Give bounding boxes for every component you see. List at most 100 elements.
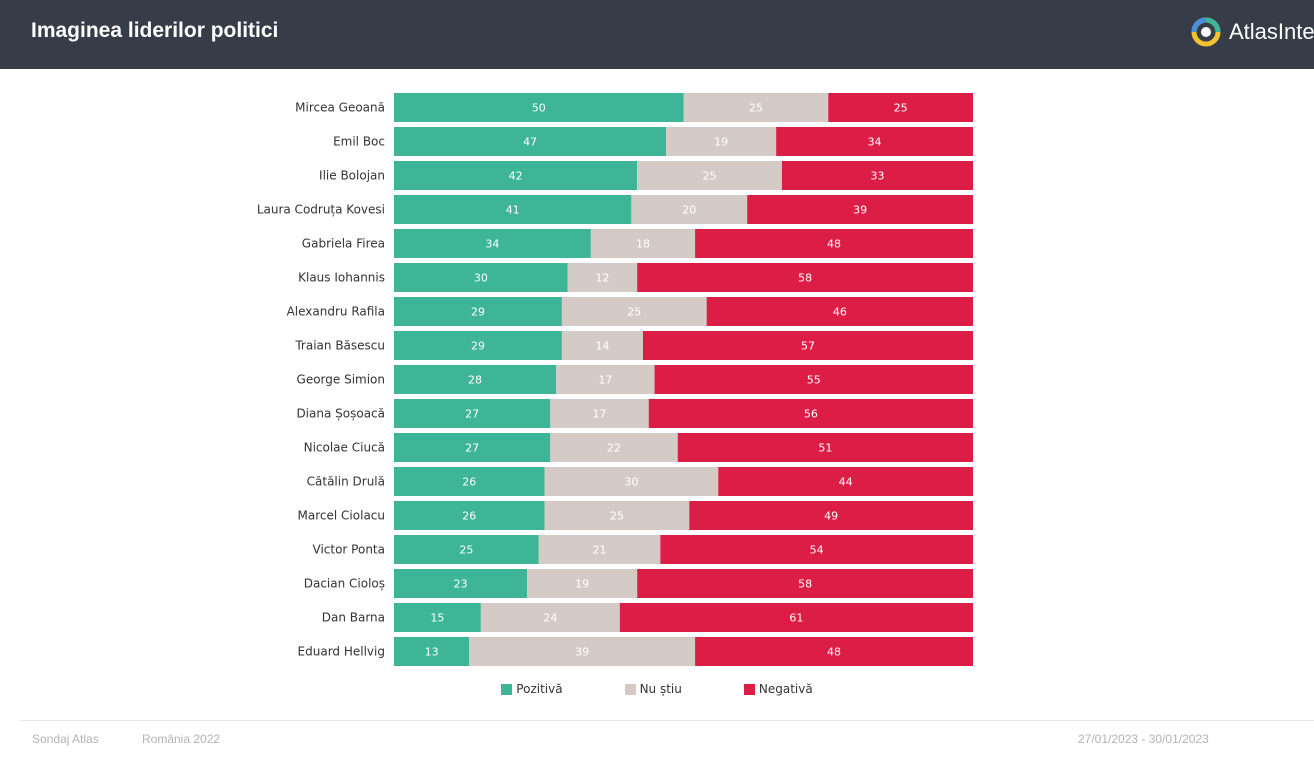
data-label-neutral: 25 [610, 510, 624, 523]
brand-name: AtlasInte [1229, 19, 1314, 44]
data-label-positive: 23 [454, 578, 468, 591]
data-label-positive: 15 [430, 612, 444, 625]
data-label-negative: 39 [853, 204, 867, 217]
data-label-positive: 41 [506, 204, 520, 217]
bar-neutral [469, 637, 696, 666]
atlas-logo-icon [1191, 17, 1221, 47]
bar-negative [648, 399, 973, 428]
stacked-bar-chart: Mircea Geoană 50 25 25 Emil Boc 47 19 34 Ilie Bo… [257, 93, 973, 666]
data-label-negative: 48 [827, 646, 841, 659]
footer-source: Sondaj Atlas [32, 732, 99, 746]
bar-positive [394, 229, 591, 258]
data-label-neutral: 30 [624, 476, 638, 489]
data-label-positive: 42 [509, 170, 523, 183]
data-label-negative: 55 [807, 374, 821, 387]
data-label-positive: 47 [523, 136, 537, 149]
data-label-neutral: 21 [593, 544, 607, 557]
category-label: Dacian Cioloș [304, 577, 385, 591]
category-label: Gabriela Firea [302, 237, 385, 251]
data-label-neutral: 19 [714, 136, 728, 149]
bar-positive [394, 501, 545, 530]
data-label-negative: 54 [810, 544, 824, 557]
data-label-positive: 50 [532, 102, 546, 115]
category-label: Nicolae Ciucă [304, 441, 385, 455]
bar-neutral [683, 93, 829, 122]
bar-neutral [544, 467, 719, 496]
bar-negative [689, 501, 973, 530]
legend-label-negative: Negativă [758, 682, 813, 696]
category-label: Marcel Ciolacu [298, 509, 385, 523]
data-label-positive: 29 [471, 340, 485, 353]
footer-region: România 2022 [142, 732, 221, 746]
category-label: Alexandru Rafila [287, 305, 385, 319]
bar-neutral [631, 195, 748, 224]
bar-positive [394, 467, 545, 496]
bar-positive [394, 433, 551, 462]
bar-neutral [544, 501, 690, 530]
category-label: Cătălin Drulă [307, 475, 385, 489]
data-label-negative: 61 [789, 612, 803, 625]
bar-neutral [567, 263, 638, 292]
data-label-neutral: 14 [595, 340, 609, 353]
data-label-positive: 29 [471, 306, 485, 319]
bar-positive [394, 127, 667, 156]
bar-positive [394, 637, 470, 666]
chart-legend: Pozitivă Nu știu Negativă [0, 682, 1314, 696]
data-label-negative: 58 [798, 272, 812, 285]
legend-item-positive: Pozitivă [501, 682, 563, 696]
data-label-negative: 58 [798, 578, 812, 591]
legend-label-positive: Pozitivă [516, 682, 563, 696]
data-label-neutral: 25 [703, 170, 717, 183]
category-label: Victor Ponta [313, 543, 386, 557]
data-label-positive: 27 [465, 442, 479, 455]
data-label-positive: 28 [468, 374, 482, 387]
data-label-neutral: 17 [598, 374, 612, 387]
bar-negative [654, 365, 973, 394]
data-label-neutral: 19 [575, 578, 589, 591]
bar-negative [828, 93, 973, 122]
data-label-neutral: 25 [627, 306, 641, 319]
data-label-neutral: 12 [595, 272, 609, 285]
bar-neutral [550, 399, 649, 428]
bar-negative [637, 569, 973, 598]
data-label-negative: 57 [801, 340, 815, 353]
data-label-positive: 26 [462, 510, 476, 523]
bar-positive [394, 603, 481, 632]
bar-negative [660, 535, 973, 564]
bar-neutral [538, 535, 661, 564]
bar-positive [394, 569, 528, 598]
bar-negative [619, 603, 973, 632]
bar-neutral [666, 127, 777, 156]
data-label-neutral: 25 [749, 102, 763, 115]
data-label-positive: 27 [465, 408, 479, 421]
bar-positive [394, 331, 562, 360]
bar-negative [695, 637, 973, 666]
bar-positive [394, 161, 638, 190]
data-label-negative: 25 [894, 102, 908, 115]
data-label-neutral: 20 [682, 204, 696, 217]
data-label-negative: 33 [870, 170, 884, 183]
category-label: Laura Codruța Kovesi [257, 203, 385, 217]
data-label-positive: 25 [459, 544, 473, 557]
category-label: Dan Barna [322, 611, 385, 625]
bar-negative [706, 297, 973, 326]
bar-neutral [590, 229, 696, 258]
footer-dates: 27/01/2023 - 30/01/2023 [1078, 732, 1209, 746]
bar-positive [394, 93, 684, 122]
data-label-neutral: 18 [636, 238, 650, 251]
bar-neutral [480, 603, 620, 632]
bar-positive [394, 365, 557, 394]
category-label: Diana Șoșoacă [296, 407, 385, 421]
data-label-neutral: 24 [543, 612, 557, 625]
header-bar: Imaginea liderilor politici AtlasInte [0, 0, 1314, 69]
category-label: Ilie Bolojan [319, 169, 385, 183]
category-label: Klaus Iohannis [298, 271, 385, 285]
legend-item-negative: Negativă [696, 682, 813, 696]
data-label-negative: 46 [833, 306, 847, 319]
page-title: Imaginea liderilor politici [31, 19, 279, 42]
bar-negative [718, 467, 973, 496]
bar-negative [747, 195, 973, 224]
bar-negative [776, 127, 973, 156]
chart-bars: Mircea Geoană 50 25 25 Emil Boc 47 19 34 Ilie Bo… [257, 93, 973, 666]
data-label-negative: 51 [818, 442, 832, 455]
